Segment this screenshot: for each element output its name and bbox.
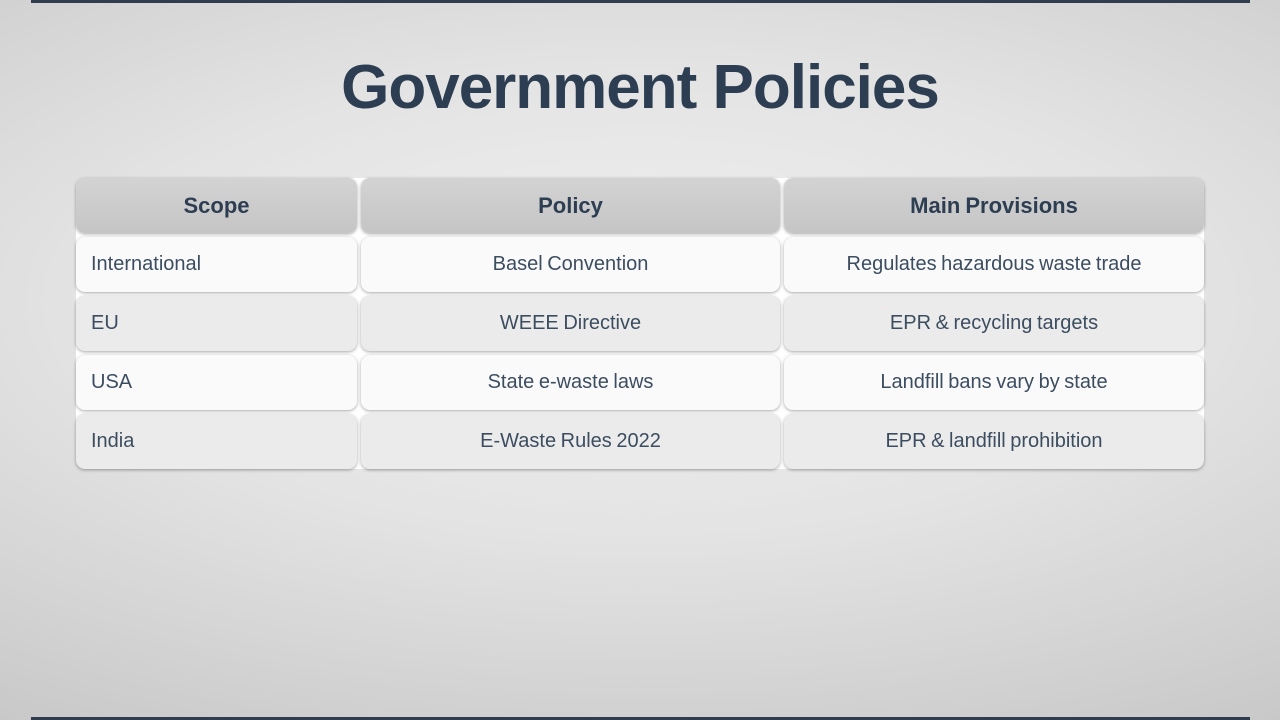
table-cell-scope: EU: [76, 296, 357, 351]
column-header-scope: Scope: [76, 178, 357, 233]
bottom-accent-bar: [31, 717, 1250, 720]
table-cell-policy: Basel Convention: [361, 237, 780, 292]
table-cell-provisions: Landfill bans vary by state: [784, 355, 1204, 410]
government-policies-table: Scope Policy Main Provisions Internation…: [76, 178, 1204, 469]
table-cell-provisions: EPR & recycling targets: [784, 296, 1204, 351]
top-accent-bar: [31, 0, 1250, 3]
table-cell-policy: State e-waste laws: [361, 355, 780, 410]
column-header-main-provisions: Main Provisions: [784, 178, 1204, 233]
table-cell-policy: E-Waste Rules 2022: [361, 414, 780, 469]
table-cell-scope: India: [76, 414, 357, 469]
table-cell-provisions: Regulates hazardous waste trade: [784, 237, 1204, 292]
slide-title: Government Policies: [341, 53, 940, 122]
table-cell-provisions: EPR & landfill prohibition: [784, 414, 1204, 469]
column-header-policy: Policy: [361, 178, 780, 233]
table-cell-scope: International: [76, 237, 357, 292]
table-cell-policy: WEEE Directive: [361, 296, 780, 351]
table-cell-scope: USA: [76, 355, 357, 410]
